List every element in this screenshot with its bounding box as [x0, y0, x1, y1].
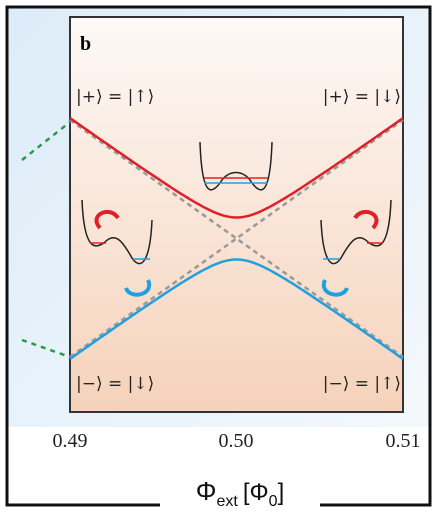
potential-inset: [320, 199, 392, 297]
axis-unit: [Φ: [243, 479, 269, 506]
axis-unit: ]: [278, 479, 285, 506]
zoom-line: [21, 121, 71, 161]
zoom-line: [21, 338, 71, 359]
axis-subscript: ext: [217, 493, 239, 510]
x-tick-label: 0.51: [386, 430, 421, 452]
upper-level: [69, 117, 404, 219]
panel-label: b: [80, 33, 91, 55]
panel: [69, 16, 404, 413]
state-label: |−⟩ = |↓⟩: [76, 374, 154, 394]
axis-unit-subscript: 0: [269, 493, 278, 510]
x-axis-label: Φext [Φ0]: [196, 476, 285, 510]
potential-inset: [199, 141, 273, 191]
axis-symbol: Φ: [196, 476, 217, 506]
lower-level: [69, 258, 404, 360]
state-label: |+⟩ = |↓⟩: [323, 87, 401, 107]
state-label: |+⟩ = |↑⟩: [76, 87, 154, 107]
x-tick-label: 0.50: [219, 430, 254, 452]
x-tick-label: 0.49: [53, 430, 88, 452]
frame: [5, 5, 432, 507]
state-label: |−⟩ = |↑⟩: [323, 374, 401, 394]
potential-inset: [81, 199, 153, 297]
